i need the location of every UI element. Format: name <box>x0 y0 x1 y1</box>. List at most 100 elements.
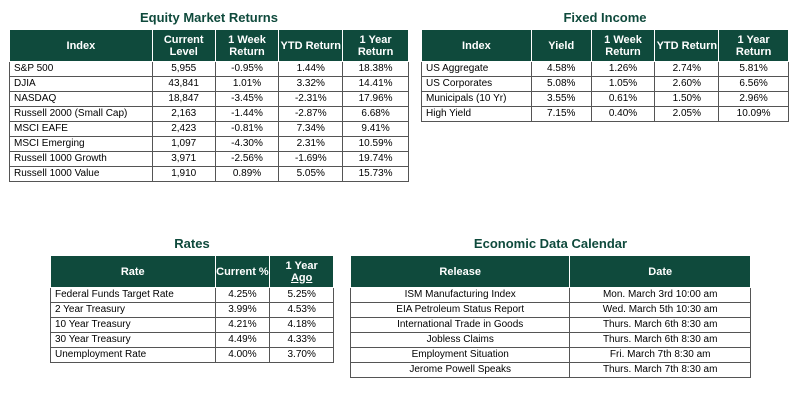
row-value: 0.61% <box>590 91 656 107</box>
row-value: -0.81% <box>214 121 280 137</box>
row-value: -1.69% <box>278 151 344 167</box>
col-header-current-pct: Current % <box>214 255 271 288</box>
row-value: -2.87% <box>278 106 344 122</box>
col-header-1-week-return: 1 Week Return <box>214 29 280 62</box>
col-header-date: Date <box>569 255 751 288</box>
table-row: High Yield 7.15% 0.40% 2.05% 10.09% <box>421 106 789 122</box>
row-value: 1.50% <box>654 91 720 107</box>
row-value: 3.70% <box>269 347 334 363</box>
table-row: Russell 1000 Value 1,910 0.89% 5.05% 15.73% <box>9 166 409 182</box>
row-value: 15.73% <box>342 166 409 182</box>
rates-section: Rates Rate Current % 1 Year Ago Federal F… <box>50 233 334 363</box>
row-value: 4.33% <box>269 332 334 348</box>
row-value: 1,097 <box>151 136 216 152</box>
row-value: -0.95% <box>214 61 280 77</box>
row-value: -3.45% <box>214 91 280 107</box>
row-value: Mon. March 3rd 10:00 am <box>569 287 751 303</box>
fixed-income-section: Fixed Income Index Yield 1 Week Return Y… <box>421 7 789 122</box>
row-value: 6.56% <box>718 76 789 92</box>
equity-returns-table: Index Current Level 1 Week Return YTD Re… <box>9 29 409 182</box>
row-value: 14.41% <box>342 76 409 92</box>
row-value: 5.25% <box>269 287 334 303</box>
table-row: NASDAQ 18,847 -3.45% -2.31% 17.96% <box>9 91 409 107</box>
row-label: US Corporates <box>421 76 532 92</box>
row-value: 5.81% <box>718 61 789 77</box>
row-value: 4.21% <box>214 317 271 333</box>
table-row: International Trade in Goods Thurs. March… <box>349 317 751 333</box>
row-value: 1.01% <box>214 76 280 92</box>
table-row: Municipals (10 Yr) 3.55% 0.61% 1.50% 2.96% <box>421 91 789 107</box>
row-value: 1.05% <box>590 76 656 92</box>
row-label: High Yield <box>421 106 532 122</box>
row-value: 9.41% <box>342 121 409 137</box>
row-label: Russell 2000 (Small Cap) <box>9 106 153 122</box>
row-value: -2.56% <box>214 151 280 167</box>
row-value: 4.25% <box>214 287 271 303</box>
col-header-ytd-return: YTD Return <box>654 29 720 62</box>
row-value: Thurs. March 6th 8:30 am <box>569 332 751 348</box>
equity-returns-section: Equity Market Returns Index Current Leve… <box>9 7 409 182</box>
row-value: 7.15% <box>530 106 592 122</box>
row-label: Russell 1000 Value <box>9 166 153 182</box>
table-row: MSCI EAFE 2,423 -0.81% 7.34% 9.41% <box>9 121 409 137</box>
economic-calendar-table: Release Date ISM Manufacturing Index Mon.… <box>349 255 751 378</box>
row-label: MSCI EAFE <box>9 121 153 137</box>
row-value: 2.05% <box>654 106 720 122</box>
table-row: 10 Year Treasury 4.21% 4.18% <box>50 317 334 333</box>
row-label: MSCI Emerging <box>9 136 153 152</box>
row-label: Federal Funds Target Rate <box>50 287 216 303</box>
row-value: 43,841 <box>151 76 216 92</box>
col-header-current-level: Current Level <box>151 29 216 62</box>
col-header-1-year-return: 1 Year Return <box>718 29 789 62</box>
row-value: 2.96% <box>718 91 789 107</box>
table-row: 30 Year Treasury 4.49% 4.33% <box>50 332 334 348</box>
row-value: 5.08% <box>530 76 592 92</box>
row-value: 3.55% <box>530 91 592 107</box>
rates-table: Rate Current % 1 Year Ago Federal Funds T… <box>50 255 334 363</box>
table-row: Jobless Claims Thurs. March 6th 8:30 am <box>349 332 751 348</box>
row-value: 3.32% <box>278 76 344 92</box>
col-header-1-year-label: 1 Year <box>285 259 318 272</box>
row-label: EIA Petroleum Status Report <box>349 302 571 318</box>
row-value: 18,847 <box>151 91 216 107</box>
col-header-index: Index <box>421 29 532 62</box>
equity-returns-title: Equity Market Returns <box>140 10 278 25</box>
row-value: 1.44% <box>278 61 344 77</box>
fixed-income-title: Fixed Income <box>563 10 647 25</box>
row-value: 5,955 <box>151 61 216 77</box>
row-value: 19.74% <box>342 151 409 167</box>
table-row: Employment Situation Fri. March 7th 8:30 … <box>349 347 751 363</box>
row-value: -2.31% <box>278 91 344 107</box>
row-value: 10.09% <box>718 106 789 122</box>
row-value: 10.59% <box>342 136 409 152</box>
row-label: ISM Manufacturing Index <box>349 287 571 303</box>
row-value: 1,910 <box>151 166 216 182</box>
table-row: 2 Year Treasury 3.99% 4.53% <box>50 302 334 318</box>
row-value: Wed. March 5th 10:30 am <box>569 302 751 318</box>
col-header-1-week-return: 1 Week Return <box>590 29 656 62</box>
table-row: Jerome Powell Speaks Thurs. March 7th 8:3… <box>349 362 751 378</box>
row-value: Fri. March 7th 8:30 am <box>569 347 751 363</box>
row-value: 4.58% <box>530 61 592 77</box>
row-value: 4.49% <box>214 332 271 348</box>
row-value: 1.26% <box>590 61 656 77</box>
col-header-ytd-return: YTD Return <box>278 29 344 62</box>
row-label: 30 Year Treasury <box>50 332 216 348</box>
row-label: Municipals (10 Yr) <box>421 91 532 107</box>
col-header-1-year-ago: 1 Year Ago <box>269 255 334 288</box>
row-value: 6.68% <box>342 106 409 122</box>
economic-calendar-title: Economic Data Calendar <box>473 236 628 251</box>
row-label: NASDAQ <box>9 91 153 107</box>
row-label: International Trade in Goods <box>349 317 571 333</box>
row-label: Jerome Powell Speaks <box>349 362 571 378</box>
row-label: S&P 500 <box>9 61 153 77</box>
row-value: 2,423 <box>151 121 216 137</box>
row-value: 17.96% <box>342 91 409 107</box>
row-value: 2,163 <box>151 106 216 122</box>
row-value: Thurs. March 7th 8:30 am <box>569 362 751 378</box>
row-value: 2.60% <box>654 76 720 92</box>
row-label: 2 Year Treasury <box>50 302 216 318</box>
table-row: Unemployment Rate 4.00% 3.70% <box>50 347 334 363</box>
col-header-1-year-return: 1 Year Return <box>342 29 409 62</box>
row-value: 4.00% <box>214 347 271 363</box>
